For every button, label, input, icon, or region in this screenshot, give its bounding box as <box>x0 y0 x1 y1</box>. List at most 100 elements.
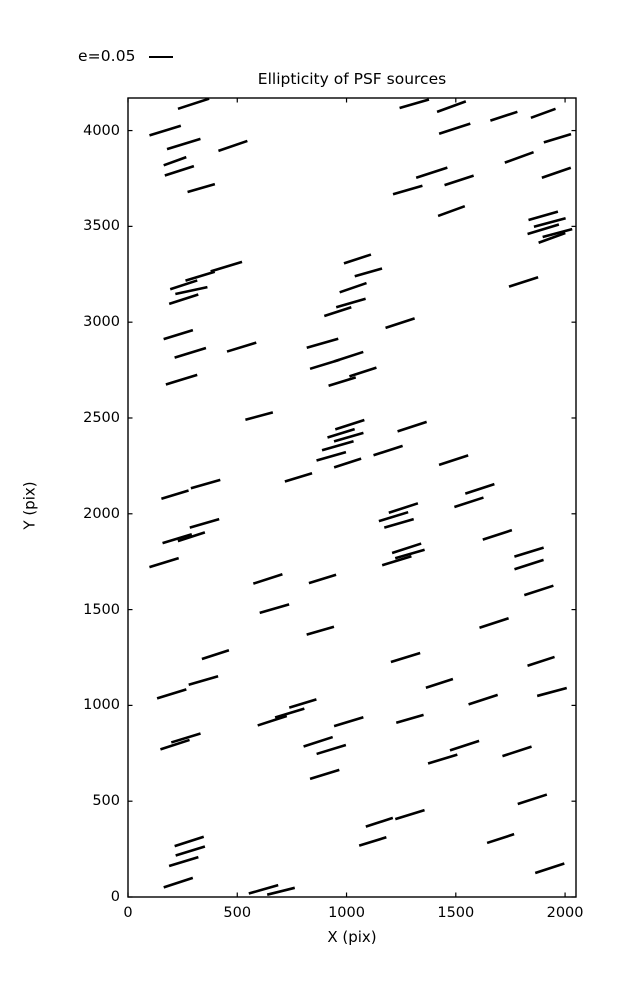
y-tick-label: 4000 <box>83 122 120 139</box>
psf-whisker <box>303 735 334 748</box>
psf-whisker <box>527 223 560 236</box>
psf-whisker <box>333 715 364 728</box>
psf-whisker <box>533 217 566 229</box>
psf-whisker <box>333 431 364 443</box>
psf-whisker <box>523 584 554 597</box>
psf-whisker <box>177 98 210 111</box>
y-tick-label: 3500 <box>83 218 120 235</box>
psf-whisker <box>378 510 409 523</box>
psf-whisker <box>306 625 335 636</box>
psf-whisker <box>245 411 274 421</box>
psf-whisker <box>308 573 337 585</box>
psf-whisker <box>517 793 548 806</box>
psf-whisker <box>528 210 559 222</box>
psf-whisker <box>259 603 290 615</box>
psf-whisker <box>218 139 248 153</box>
psf-whisker <box>160 738 190 751</box>
psf-whisker <box>339 281 367 294</box>
psf-whisker <box>149 124 182 137</box>
psf-whisker <box>174 346 207 359</box>
psf-whisker <box>327 427 356 439</box>
y-axis-label: Y (pix) <box>20 481 39 530</box>
psf-whisker <box>328 376 357 387</box>
psf-whisker <box>175 285 208 296</box>
y-tick-label: 2000 <box>83 505 120 522</box>
psf-whisker <box>514 558 544 571</box>
psf-whisker <box>392 184 423 196</box>
psf-whisker <box>166 137 201 151</box>
psf-whisker <box>349 366 377 378</box>
psf-whisker <box>306 337 339 350</box>
psf-whisker <box>399 98 430 110</box>
line-swatch-icon <box>148 55 173 59</box>
psf-whisker <box>394 808 425 821</box>
psf-whisker <box>333 457 362 469</box>
psf-whisker <box>508 275 539 288</box>
psf-whisker <box>468 693 499 706</box>
psf-whisker <box>444 174 475 187</box>
x-tick-label: 500 <box>223 905 252 921</box>
psf-whisker <box>334 418 365 431</box>
psf-whisker <box>390 651 421 664</box>
psf-whisker <box>415 166 448 180</box>
psf-whisker <box>486 832 515 845</box>
psf-whisker <box>190 478 221 490</box>
psf-whisker <box>354 267 383 278</box>
psf-whisker <box>321 440 354 452</box>
psf-whisker <box>163 155 187 167</box>
psf-whisker <box>226 341 257 353</box>
psf-whisker <box>323 306 352 318</box>
data-whiskers <box>149 98 573 896</box>
psf-whisker <box>381 555 412 567</box>
psf-whisker <box>482 528 513 541</box>
y-tick-label: 1500 <box>83 601 120 618</box>
psf-whisker <box>284 471 313 483</box>
psf-whisker <box>373 444 404 457</box>
psf-whisker <box>156 688 187 700</box>
psf-whisker <box>201 648 230 661</box>
psf-whisker <box>438 122 471 135</box>
legend-label: e=0.05 <box>78 47 136 66</box>
psf-whisker <box>530 107 556 120</box>
x-tick-label: 1000 <box>328 905 365 921</box>
psf-whisker <box>210 260 243 273</box>
legend: e=0.05 <box>78 46 173 68</box>
psf-whisker <box>489 110 518 122</box>
psf-whisker <box>397 420 428 433</box>
psf-whisker <box>170 732 201 744</box>
psf-whisker <box>527 655 555 667</box>
psf-whisker <box>252 572 283 585</box>
psf-whisker <box>514 546 545 558</box>
psf-whisker <box>358 836 387 847</box>
psf-whisker <box>185 270 216 282</box>
psf-whisker <box>534 862 565 875</box>
psf-whisker <box>449 739 480 752</box>
psf-whisker <box>383 517 415 529</box>
psf-whisker <box>316 743 347 756</box>
psf-whisker <box>365 816 394 828</box>
page-title: Ellipticity of PSF sources <box>257 70 447 88</box>
psf-whisker <box>438 454 469 467</box>
psf-whisker <box>542 227 573 239</box>
y-tick-label: 0 <box>110 888 120 905</box>
psf-whisker <box>163 328 194 341</box>
psf-whisker <box>479 617 510 629</box>
psf-whisker <box>335 297 366 309</box>
psf-whisker <box>536 686 568 698</box>
y-tick-label: 1000 <box>83 697 120 714</box>
psf-whisker <box>504 150 535 164</box>
x-tick-label: 0 <box>123 905 133 921</box>
psf-whisker <box>248 883 279 895</box>
y-tick-label: 500 <box>92 792 120 809</box>
psf-whisker <box>174 835 205 848</box>
psf-whisker <box>436 100 467 114</box>
psf-whisker <box>257 714 288 727</box>
psf-whisker <box>188 675 219 686</box>
psf-whisker <box>168 855 199 868</box>
x-tick-label: 2000 <box>546 905 584 921</box>
psf-whisker <box>316 450 347 462</box>
psf-whisker <box>288 698 317 709</box>
psf-whisker <box>169 279 198 291</box>
psf-whisker <box>177 531 206 543</box>
